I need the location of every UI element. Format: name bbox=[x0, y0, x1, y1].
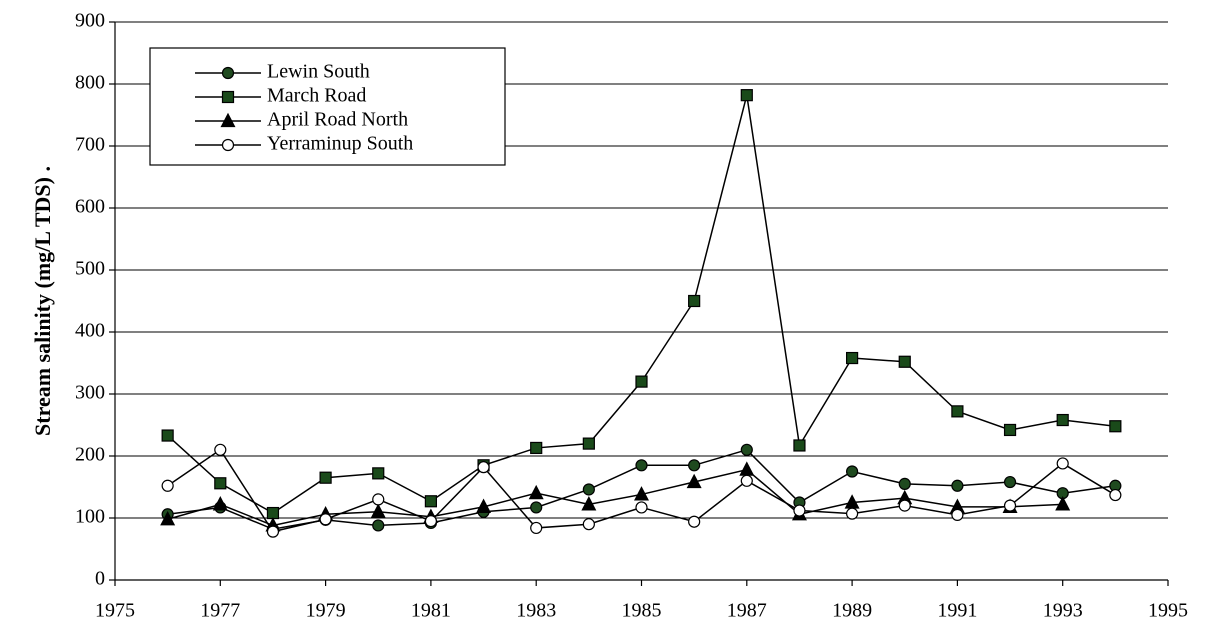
legend-label: Yerraminup South bbox=[267, 133, 413, 155]
marker bbox=[161, 429, 174, 442]
legend-label: March Road bbox=[267, 85, 366, 107]
marker bbox=[372, 493, 385, 506]
marker bbox=[370, 503, 386, 518]
x-tick-label: 1981 bbox=[411, 600, 451, 622]
marker bbox=[372, 519, 385, 532]
marker bbox=[530, 521, 543, 535]
legend-label: April Road North bbox=[267, 109, 408, 131]
marker bbox=[688, 294, 701, 308]
marker bbox=[528, 484, 544, 500]
y-tick-label: 700 bbox=[75, 134, 105, 156]
marker bbox=[221, 90, 235, 104]
marker bbox=[688, 515, 701, 528]
marker bbox=[220, 112, 236, 128]
marker bbox=[424, 514, 437, 528]
x-tick-label: 1977 bbox=[200, 600, 240, 622]
marker bbox=[686, 473, 702, 489]
y-tick-label: 500 bbox=[75, 258, 105, 280]
marker bbox=[635, 459, 648, 472]
marker bbox=[266, 506, 280, 520]
marker bbox=[740, 443, 753, 456]
y-tick-label: 800 bbox=[75, 72, 105, 94]
marker bbox=[582, 437, 595, 450]
marker bbox=[635, 501, 648, 514]
marker bbox=[160, 510, 176, 526]
marker bbox=[221, 66, 235, 80]
marker bbox=[845, 507, 859, 520]
x-tick-label: 1989 bbox=[832, 600, 872, 622]
marker bbox=[1003, 499, 1017, 512]
marker bbox=[582, 518, 595, 531]
y-tick-label: 200 bbox=[75, 444, 105, 466]
marker bbox=[898, 477, 911, 490]
legend-label: Lewin South bbox=[267, 61, 370, 83]
marker bbox=[740, 89, 753, 102]
marker bbox=[1056, 413, 1069, 427]
marker bbox=[1003, 423, 1017, 437]
marker bbox=[319, 471, 332, 484]
marker bbox=[582, 483, 595, 496]
marker bbox=[1109, 488, 1122, 502]
marker bbox=[372, 467, 385, 480]
marker bbox=[951, 508, 964, 522]
marker bbox=[424, 495, 437, 508]
y-tick-label: 600 bbox=[75, 196, 105, 218]
x-tick-label: 1983 bbox=[516, 600, 556, 622]
y-tick-label: 400 bbox=[75, 320, 105, 342]
marker bbox=[635, 375, 648, 388]
marker bbox=[688, 459, 701, 472]
marker bbox=[530, 441, 543, 455]
marker bbox=[793, 439, 806, 452]
marker bbox=[951, 405, 964, 418]
marker bbox=[477, 461, 490, 474]
marker bbox=[740, 474, 753, 487]
y-tick-label: 100 bbox=[75, 506, 105, 528]
x-tick-label: 1985 bbox=[622, 600, 662, 622]
x-tick-label: 1993 bbox=[1043, 600, 1083, 622]
marker bbox=[634, 486, 649, 501]
marker bbox=[221, 138, 235, 152]
marker bbox=[266, 525, 280, 538]
x-tick-label: 1975 bbox=[95, 600, 135, 622]
x-tick-label: 1995 bbox=[1148, 600, 1188, 622]
marker bbox=[1055, 496, 1071, 511]
y-tick-label: 900 bbox=[75, 10, 105, 32]
marker bbox=[212, 496, 228, 511]
marker bbox=[845, 465, 859, 478]
marker bbox=[1056, 457, 1069, 470]
marker bbox=[319, 513, 332, 526]
marker bbox=[1003, 475, 1017, 489]
y-axis-label: Stream salinity (mg/L TDS) . bbox=[30, 166, 55, 436]
series-line bbox=[167, 468, 1063, 527]
marker bbox=[161, 479, 174, 492]
marker bbox=[214, 443, 227, 456]
y-tick-label: 0 bbox=[95, 568, 105, 590]
x-tick-label: 1979 bbox=[306, 600, 346, 622]
marker bbox=[898, 499, 911, 512]
marker bbox=[898, 355, 911, 368]
marker bbox=[793, 504, 806, 517]
marker bbox=[581, 496, 597, 511]
marker bbox=[739, 461, 755, 476]
x-tick-label: 1991 bbox=[937, 600, 977, 622]
marker bbox=[530, 501, 543, 514]
marker bbox=[214, 477, 227, 490]
marker bbox=[845, 351, 859, 365]
marker bbox=[951, 479, 964, 492]
x-tick-label: 1987 bbox=[727, 600, 767, 622]
marker bbox=[1109, 420, 1122, 433]
y-tick-label: 300 bbox=[75, 382, 105, 404]
marker bbox=[476, 498, 492, 513]
